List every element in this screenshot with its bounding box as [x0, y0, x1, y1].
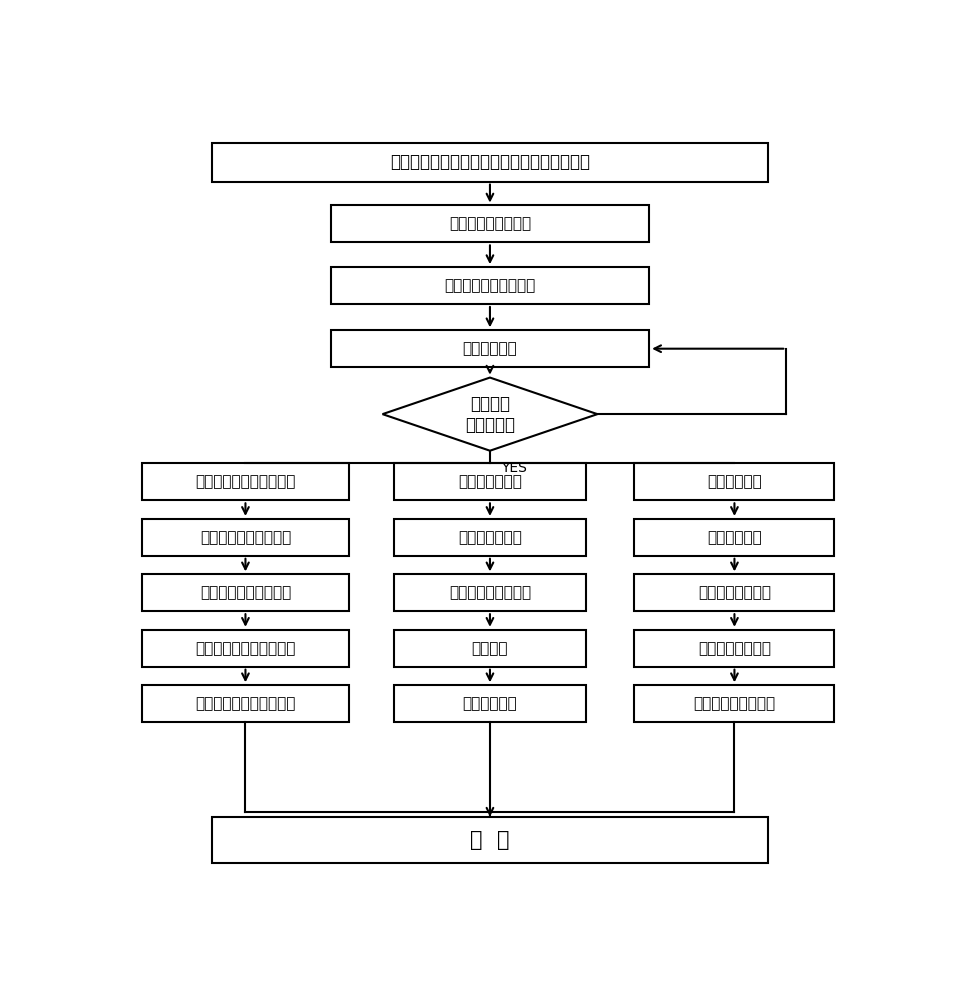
- Bar: [331, 330, 649, 367]
- Text: 熔池尾部图像边缘腐蚀: 熔池尾部图像边缘腐蚀: [200, 585, 291, 600]
- Bar: [394, 574, 586, 611]
- Text: 熔池边缘腐蚀: 熔池边缘腐蚀: [707, 474, 762, 489]
- Text: 边缘腐蚀细化: 边缘腐蚀细化: [707, 530, 762, 545]
- Bar: [212, 143, 768, 182]
- Text: 面积计算: 面积计算: [471, 641, 509, 656]
- Text: YES: YES: [501, 461, 527, 475]
- Bar: [141, 685, 349, 722]
- Bar: [635, 463, 835, 500]
- Text: 边缘细化与左右轮廓提取: 边缘细化与左右轮廓提取: [195, 641, 295, 656]
- Bar: [141, 574, 349, 611]
- Bar: [212, 817, 768, 863]
- Text: 熔池视觉图像分区域轮廓曲线和特征参数提取: 熔池视觉图像分区域轮廓曲线和特征参数提取: [390, 153, 590, 171]
- Bar: [394, 463, 586, 500]
- Bar: [394, 685, 586, 722]
- Text: 熔池图像轮廓提取: 熔池图像轮廓提取: [698, 641, 771, 656]
- Bar: [635, 519, 835, 556]
- Bar: [331, 205, 649, 242]
- Text: 左右轮廓切线与角度计算: 左右轮廓切线与角度计算: [195, 696, 295, 711]
- Bar: [635, 630, 835, 667]
- Text: 熔池尾部图像加窗处理: 熔池尾部图像加窗处理: [200, 530, 291, 545]
- Text: 等效直径计算: 等效直径计算: [463, 696, 517, 711]
- Polygon shape: [382, 378, 598, 451]
- Text: 熔透区边界轮廓提取: 熔透区边界轮廓提取: [449, 585, 531, 600]
- Text: 熔池图像
区域无干涉: 熔池图像 区域无干涉: [465, 395, 515, 434]
- Text: 结  束: 结 束: [470, 830, 510, 850]
- Text: 熔池熔透区确认: 熔池熔透区确认: [458, 474, 522, 489]
- Text: 图像传感、加窗处理: 图像传感、加窗处理: [449, 216, 531, 231]
- Bar: [331, 267, 649, 304]
- Bar: [635, 574, 835, 611]
- Bar: [394, 519, 586, 556]
- Text: 熔透区边界处理: 熔透区边界处理: [458, 530, 522, 545]
- Bar: [141, 630, 349, 667]
- Text: 图像区域分割: 图像区域分割: [463, 341, 517, 356]
- Text: 熔池长度等参数计算: 熔池长度等参数计算: [693, 696, 775, 711]
- Bar: [394, 630, 586, 667]
- Text: 熔池图像边界连接: 熔池图像边界连接: [698, 585, 771, 600]
- Bar: [141, 519, 349, 556]
- Bar: [635, 685, 835, 722]
- Bar: [141, 463, 349, 500]
- Text: 按工艺参数确定尾部长度: 按工艺参数确定尾部长度: [195, 474, 295, 489]
- Text: 中值滤波等图像预处理: 中值滤波等图像预处理: [445, 278, 535, 293]
